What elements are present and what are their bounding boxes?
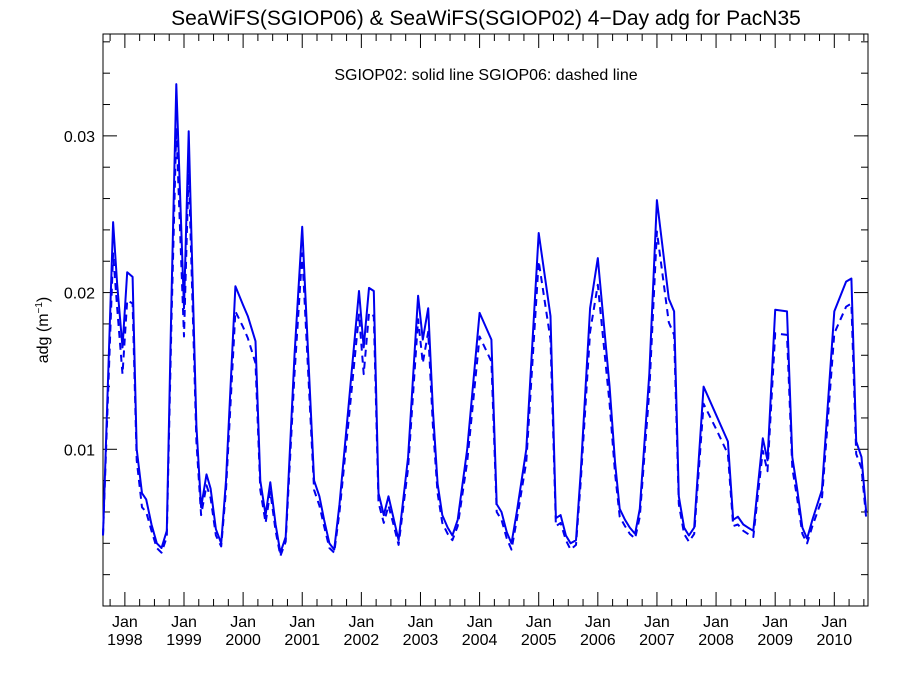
x-tick-month-label: Jan xyxy=(821,614,847,631)
x-tick-year-label: 2000 xyxy=(225,632,261,649)
x-tick-year-label: 2009 xyxy=(757,632,793,649)
x-tick-month-label: Jan xyxy=(112,614,138,631)
y-axis-label: adg (m−1) xyxy=(34,297,52,364)
x-tick-year-label: 1998 xyxy=(107,632,143,649)
series-layer xyxy=(102,83,868,557)
chart-title: SeaWiFS(SGIOP06) & SeaWiFS(SGIOP02) 4−Da… xyxy=(171,7,801,30)
x-tick-year-label: 2005 xyxy=(521,632,557,649)
x-tick-year-label: 2003 xyxy=(403,632,439,649)
x-tick-year-label: 2004 xyxy=(462,632,498,649)
x-tick-month-label: Jan xyxy=(289,614,315,631)
x-tick-year-label: 2007 xyxy=(639,632,675,649)
x-tick-month-label: Jan xyxy=(644,614,670,631)
x-tick-month-label: Jan xyxy=(408,614,434,631)
x-tick-month-label: Jan xyxy=(585,614,611,631)
x-tick-month-label: Jan xyxy=(348,614,374,631)
x-tick-year-label: 2008 xyxy=(698,632,734,649)
x-tick-year-label: 2002 xyxy=(344,632,380,649)
legend-annotation: SGIOP02: solid line SGIOP06: dashed line xyxy=(334,67,637,84)
x-tick-year-label: 1999 xyxy=(166,632,202,649)
y-axis-label-close: ) xyxy=(35,297,52,302)
y-axis-label-unit: −1 xyxy=(34,302,45,314)
x-tick-month-label: Jan xyxy=(762,614,788,631)
y-tick-label: 0.01 xyxy=(64,442,95,459)
y-tick-label: 0.03 xyxy=(64,129,95,146)
plot-frame xyxy=(102,33,869,607)
x-tick-month-label: Jan xyxy=(230,614,256,631)
y-tick-label: 0.02 xyxy=(64,286,95,303)
x-tick-month-label: Jan xyxy=(703,614,729,631)
y-axis: 0.01 0.02 0.03 xyxy=(64,41,868,576)
series-line-sgiop02 xyxy=(102,83,868,554)
x-tick-year-label: 2001 xyxy=(284,632,320,649)
x-tick-month-label: Jan xyxy=(171,614,197,631)
x-tick-year-label: 2006 xyxy=(580,632,616,649)
y-axis-label-main: adg (m xyxy=(35,313,52,363)
series-line-sgiop06 xyxy=(102,127,868,557)
x-tick-month-label: Jan xyxy=(526,614,552,631)
x-axis: Jan1998Jan1999Jan2000Jan2001Jan2002Jan20… xyxy=(107,34,865,649)
x-tick-year-label: 2010 xyxy=(817,632,853,649)
x-tick-month-label: Jan xyxy=(467,614,493,631)
